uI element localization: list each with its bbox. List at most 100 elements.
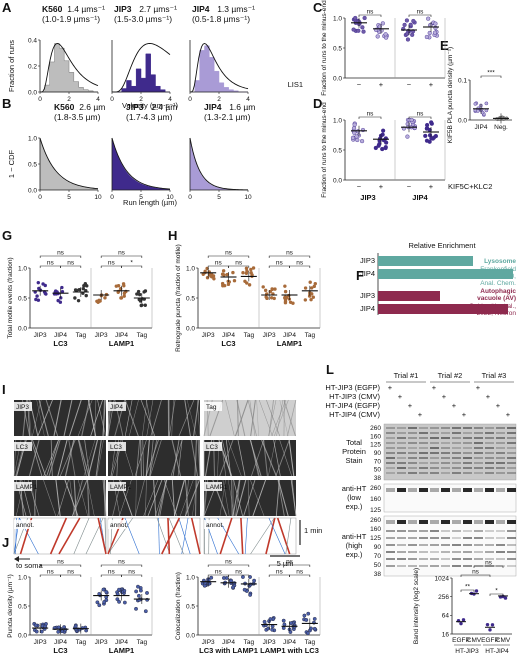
blot-band bbox=[485, 530, 494, 532]
arrow-head bbox=[14, 556, 19, 562]
condition-sign: + bbox=[379, 182, 384, 191]
enrichment-annotation: 2022, Neuron bbox=[477, 310, 517, 317]
blot-band bbox=[485, 520, 494, 524]
kymograph-track bbox=[249, 439, 262, 477]
blot-band bbox=[441, 520, 450, 524]
kymograph-track bbox=[275, 439, 290, 477]
data-point bbox=[76, 298, 81, 303]
annotated-track bbox=[219, 517, 233, 555]
blot-band bbox=[496, 462, 505, 464]
blot-band bbox=[485, 447, 494, 449]
blot-band bbox=[386, 442, 395, 444]
mw-marker: 125 bbox=[370, 507, 381, 514]
blot-band bbox=[485, 442, 494, 444]
kymograph-label: Tag bbox=[206, 404, 217, 411]
kymograph-track bbox=[77, 479, 88, 517]
y-tick-label: 0.0 bbox=[333, 177, 342, 184]
data-point bbox=[117, 599, 121, 604]
x-tick-label: JIP4 bbox=[283, 332, 296, 339]
kymograph-track bbox=[194, 439, 198, 477]
data-point bbox=[381, 128, 386, 133]
axis-frame bbox=[451, 578, 512, 635]
y-tick-label: 0.0 bbox=[28, 89, 37, 96]
kymograph-track bbox=[36, 399, 45, 437]
blot-band bbox=[441, 432, 450, 434]
x-tick-label: JIP3 bbox=[202, 639, 215, 646]
blot-band bbox=[485, 551, 494, 553]
y-tick-label: 0.2 bbox=[28, 63, 37, 70]
cdf-area bbox=[112, 138, 170, 190]
data-point bbox=[209, 274, 213, 278]
enrichment-annotation: Frankenfield bbox=[480, 266, 516, 273]
data-point bbox=[118, 287, 123, 291]
data-point bbox=[134, 589, 139, 594]
data-point bbox=[138, 588, 143, 593]
x-tick-label: 4 bbox=[246, 96, 250, 103]
significance-label: ns bbox=[118, 559, 126, 566]
kymograph-track bbox=[184, 399, 191, 437]
y-tick-label: 256 bbox=[438, 594, 449, 601]
lane-plus: + bbox=[462, 410, 467, 419]
y-tick-label: 16 bbox=[442, 631, 450, 638]
blot-band bbox=[463, 551, 472, 553]
blot-band bbox=[507, 432, 516, 434]
blot-band bbox=[496, 427, 505, 429]
significance-label: * bbox=[130, 260, 133, 267]
blot-band bbox=[507, 472, 516, 474]
data-point bbox=[359, 139, 365, 144]
blot-band bbox=[507, 427, 516, 429]
data-point bbox=[248, 575, 252, 579]
data-point bbox=[354, 134, 359, 139]
kymograph-track bbox=[90, 399, 103, 437]
group-label: LC3 bbox=[53, 339, 67, 348]
kymograph-track bbox=[276, 399, 284, 437]
blot-band bbox=[485, 457, 494, 459]
data-point bbox=[409, 117, 414, 123]
mw-marker: 125 bbox=[370, 535, 381, 542]
data-point bbox=[432, 30, 438, 35]
significance-label: ns bbox=[47, 569, 55, 576]
data-point bbox=[351, 126, 357, 131]
data-point bbox=[268, 617, 273, 621]
blot-band bbox=[419, 452, 428, 454]
data-point bbox=[229, 578, 234, 583]
blot-band bbox=[485, 488, 494, 492]
mw-marker: 70 bbox=[374, 553, 382, 560]
significance-label: ns bbox=[286, 250, 294, 257]
kymograph-track bbox=[68, 399, 82, 437]
x-tick-label: 0 bbox=[188, 96, 192, 103]
data-point bbox=[221, 269, 226, 273]
blot-band bbox=[419, 558, 428, 560]
data-point bbox=[265, 296, 269, 301]
blot-band bbox=[419, 551, 428, 553]
run-length-ci: (1.7-4.3 µm) bbox=[126, 112, 173, 122]
data-point bbox=[288, 300, 293, 304]
enrichment-bar bbox=[378, 304, 508, 314]
condition-sign: − bbox=[407, 182, 412, 191]
blot-band bbox=[485, 437, 494, 439]
blot-band bbox=[441, 551, 450, 553]
data-point bbox=[33, 623, 38, 628]
kymograph-track bbox=[143, 479, 159, 517]
blot-band bbox=[474, 467, 483, 469]
x-tick-label: 2 bbox=[67, 96, 71, 103]
kymograph-track bbox=[96, 439, 104, 477]
blot-band bbox=[507, 467, 516, 469]
blot-band bbox=[452, 452, 461, 454]
panel-letter-E: E bbox=[440, 38, 449, 53]
data-point bbox=[433, 21, 438, 26]
x-tick-label: 10 bbox=[166, 194, 174, 201]
kymograph-track bbox=[193, 399, 200, 437]
category-label: Neg. bbox=[494, 124, 508, 131]
kymograph-track bbox=[198, 439, 201, 477]
blot-band bbox=[430, 452, 439, 454]
x-tick-label: JIP4 bbox=[115, 639, 128, 646]
kymograph-track bbox=[84, 439, 90, 477]
blot-band bbox=[386, 551, 395, 553]
data-point bbox=[402, 22, 407, 27]
kymograph-track bbox=[149, 439, 158, 477]
blot-band bbox=[463, 520, 472, 524]
lane-plus: + bbox=[408, 401, 413, 410]
data-point bbox=[309, 297, 313, 302]
